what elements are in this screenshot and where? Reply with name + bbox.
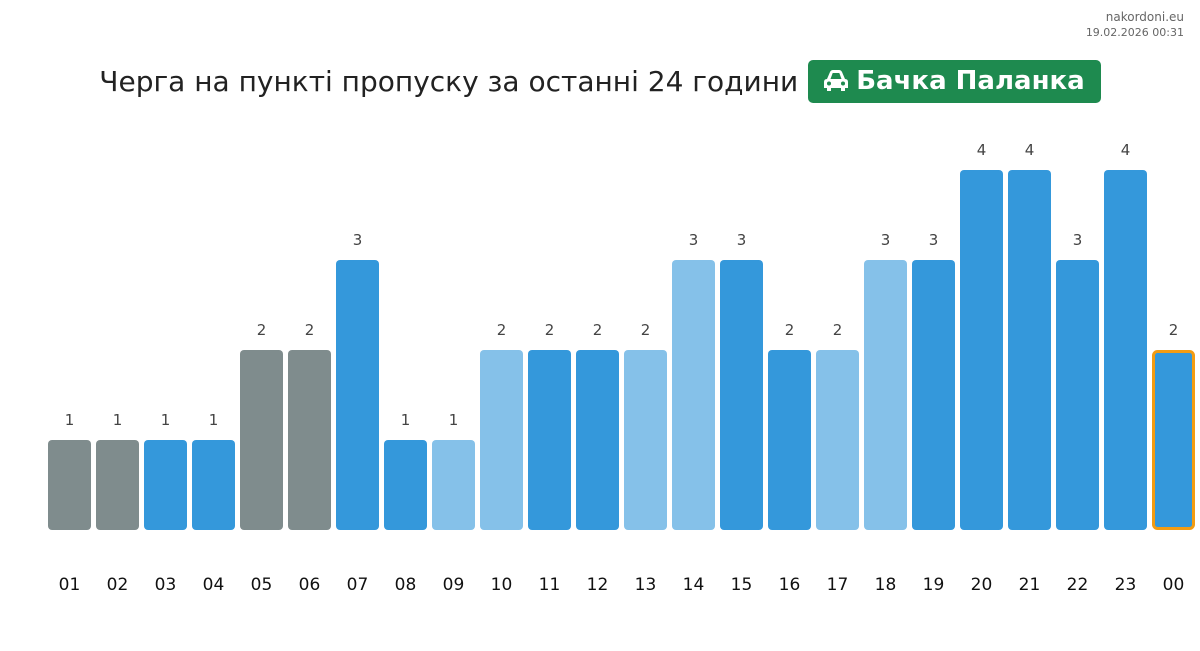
- value-label-04: 1: [209, 411, 219, 429]
- x-tick-05: 05: [251, 575, 273, 595]
- bar-09: [432, 440, 475, 530]
- value-label-18: 3: [881, 231, 891, 249]
- bar-05: [240, 350, 283, 530]
- title-row: Черга на пункті пропуску за останні 24 г…: [0, 59, 1200, 103]
- bar-01: [48, 440, 91, 530]
- value-label-12: 2: [593, 321, 603, 339]
- value-label-20: 4: [977, 141, 987, 159]
- bar-00: [1152, 350, 1195, 530]
- value-label-07: 3: [353, 231, 363, 249]
- bar-23: [1104, 170, 1147, 530]
- x-tick-12: 12: [587, 575, 609, 595]
- timestamp: 19.02.2026 00:31: [1085, 26, 1184, 39]
- value-label-15: 3: [737, 231, 747, 249]
- bar-18: [864, 260, 907, 530]
- value-label-10: 2: [497, 321, 507, 339]
- x-tick-16: 16: [779, 575, 801, 595]
- x-tick-01: 01: [59, 575, 81, 595]
- value-label-23: 4: [1121, 141, 1131, 159]
- value-label-09: 1: [449, 411, 459, 429]
- bar-22: [1056, 260, 1099, 530]
- value-label-11: 2: [545, 321, 555, 339]
- value-label-08: 1: [401, 411, 411, 429]
- x-tick-10: 10: [491, 575, 513, 595]
- x-tick-13: 13: [635, 575, 657, 595]
- bar-14: [672, 260, 715, 530]
- bar-21: [1008, 170, 1051, 530]
- x-tick-22: 22: [1067, 575, 1089, 595]
- value-label-03: 1: [161, 411, 171, 429]
- x-tick-06: 06: [299, 575, 321, 595]
- value-label-19: 3: [929, 231, 939, 249]
- checkpoint-name: Бачка Паланка: [856, 66, 1085, 96]
- x-tick-00: 00: [1163, 575, 1185, 595]
- meta-info: nakordoni.eu 19.02.2026 00:31: [1086, 9, 1184, 41]
- x-tick-07: 07: [347, 575, 369, 595]
- bar-19: [912, 260, 955, 530]
- x-tick-11: 11: [539, 575, 561, 595]
- x-tick-20: 20: [971, 575, 993, 595]
- bar-07: [336, 260, 379, 530]
- site-name: nakordoni.eu: [1105, 10, 1184, 24]
- value-label-22: 3: [1073, 231, 1083, 249]
- value-label-06: 2: [305, 321, 315, 339]
- bar-17: [816, 350, 859, 530]
- x-tick-04: 04: [203, 575, 225, 595]
- value-label-17: 2: [833, 321, 843, 339]
- bar-10: [480, 350, 523, 530]
- page-title: Черга на пункті пропуску за останні 24 г…: [99, 64, 799, 98]
- bar-03: [144, 440, 187, 530]
- x-tick-23: 23: [1115, 575, 1137, 595]
- x-tick-02: 02: [107, 575, 129, 595]
- bar-13: [624, 350, 667, 530]
- value-label-02: 1: [113, 411, 123, 429]
- bar-08: [384, 440, 427, 530]
- x-tick-19: 19: [923, 575, 945, 595]
- bar-11: [528, 350, 571, 530]
- value-label-13: 2: [641, 321, 651, 339]
- x-tick-08: 08: [395, 575, 417, 595]
- bar-04: [192, 440, 235, 530]
- x-tick-03: 03: [155, 575, 177, 595]
- car-icon: [822, 69, 850, 93]
- value-label-00: 2: [1169, 321, 1179, 339]
- bar-15: [720, 260, 763, 530]
- bar-20: [960, 170, 1003, 530]
- x-tick-15: 15: [731, 575, 753, 595]
- value-label-16: 2: [785, 321, 795, 339]
- value-label-21: 4: [1025, 141, 1035, 159]
- value-label-01: 1: [65, 411, 75, 429]
- value-label-14: 3: [689, 231, 699, 249]
- x-tick-09: 09: [443, 575, 465, 595]
- x-tick-18: 18: [875, 575, 897, 595]
- x-tick-21: 21: [1019, 575, 1041, 595]
- checkpoint-badge: Бачка Паланка: [808, 59, 1101, 103]
- bar-02: [96, 440, 139, 530]
- bar-16: [768, 350, 811, 530]
- x-tick-17: 17: [827, 575, 849, 595]
- x-tick-14: 14: [683, 575, 705, 595]
- bar-06: [288, 350, 331, 530]
- bar-12: [576, 350, 619, 530]
- value-label-05: 2: [257, 321, 267, 339]
